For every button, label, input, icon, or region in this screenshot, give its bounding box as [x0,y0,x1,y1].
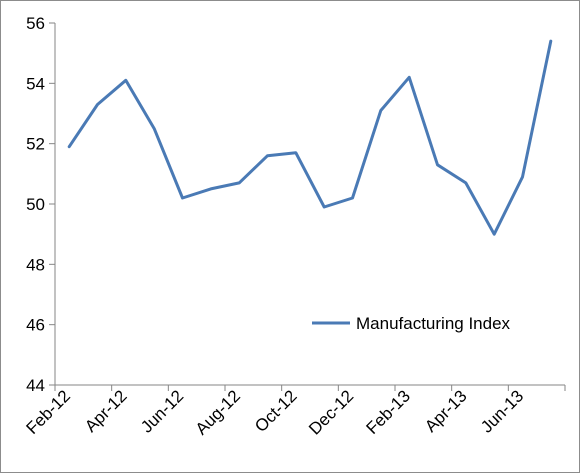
x-tick-label: Feb-13 [362,386,414,438]
x-tick-label: Dec-12 [305,386,357,438]
x-tick-label: Apr-13 [421,386,471,436]
x-tick-label: Oct-12 [251,386,301,436]
y-tick-label: 56 [26,14,45,33]
y-tick-label: 52 [26,135,45,154]
x-tick-label: Apr-12 [81,386,131,436]
y-tick-label: 50 [26,195,45,214]
y-tick-label: 54 [26,74,45,93]
y-tick-label: 44 [26,376,45,395]
x-tick-label: Aug-12 [192,386,244,438]
y-tick-label: 46 [26,316,45,335]
x-tick-label: Jun-13 [477,386,527,436]
series-line [67,39,553,236]
y-tick-label: 48 [26,255,45,274]
legend-label: Manufacturing Index [356,314,511,333]
x-tick-label: Jun-12 [137,386,187,436]
